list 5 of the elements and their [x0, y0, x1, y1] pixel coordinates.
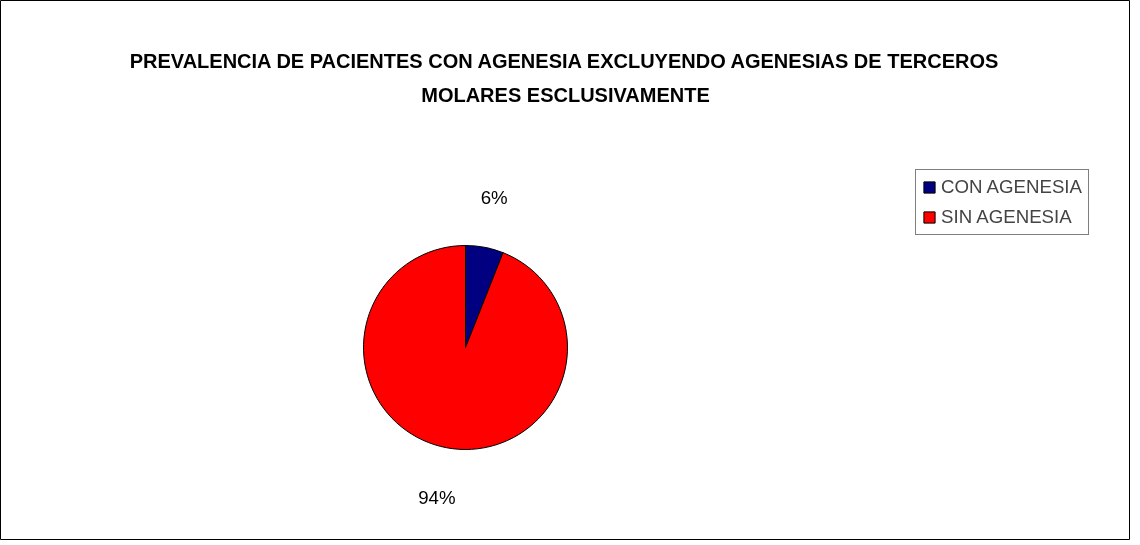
legend-label: CON AGENESIA — [941, 176, 1082, 198]
legend-label: SIN AGENESIA — [941, 206, 1072, 228]
data-label: 6% — [480, 186, 508, 208]
chart-title: PREVALENCIA DE PACIENTES CON AGENESIA EXCLUYENDO AGENESIAS DE TERCEROS MOLARES ESCLUSIVAMENTE — [129, 49, 999, 106]
data-label: 94% — [418, 487, 456, 509]
